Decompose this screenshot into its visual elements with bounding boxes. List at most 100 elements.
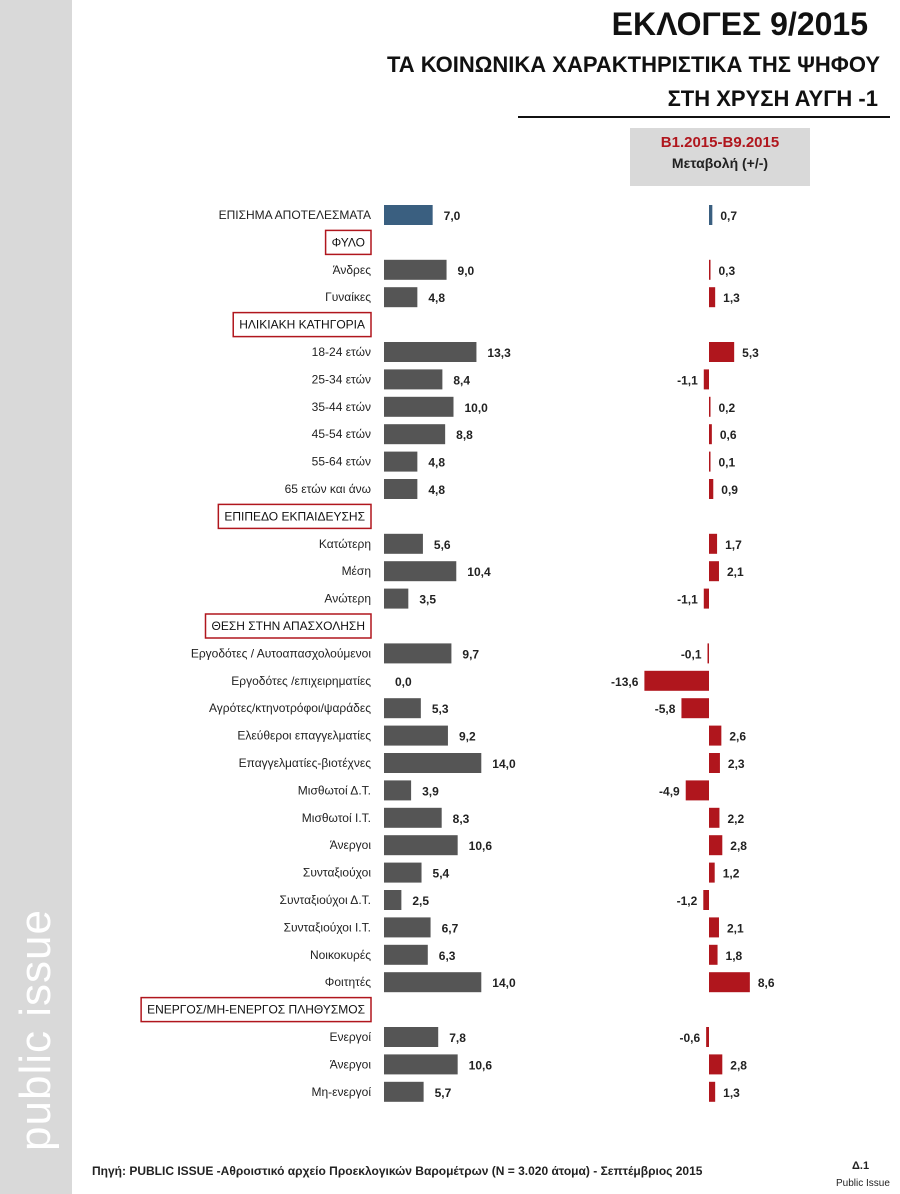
change-bar (709, 862, 715, 883)
change-value-label: 1,2 (723, 867, 740, 881)
section-header-label: ΕΝΕΡΓΟΣ/ΜΗ-ΕΝΕΡΓΟΣ ΠΛΗΘΥΣΜΟΣ (147, 1003, 365, 1017)
page-subtitle-party: ΣΤΗ ΧΡΥΣΗ ΑΥΓΗ -1 (667, 86, 878, 111)
category-label: 18-24 ετών (312, 345, 371, 359)
section-header-box (140, 996, 372, 1023)
page-title: ΕΚΛΟΓΕΣ 9/2015 (611, 6, 868, 42)
category-label: Μισθωτοί Δ.Τ. (298, 783, 371, 797)
source-note: Πηγή: PUBLIC ISSUE -Αθροιστικό αρχείο Πρ… (92, 1164, 703, 1178)
share-bar (384, 862, 422, 883)
share-bar (384, 205, 433, 225)
change-value-label: 0,3 (719, 264, 736, 278)
change-value-label: 0,9 (721, 483, 738, 497)
share-bar (384, 972, 482, 993)
section-header-label: ΦΥΛΟ (332, 235, 365, 249)
change-period-label: Β1.2015-Β9.2015 (660, 134, 780, 151)
category-label: Επαγγελματίες-βιοτέχνες (239, 756, 372, 770)
share-value-label: 10,6 (469, 839, 493, 853)
share-bar (384, 1054, 458, 1075)
category-label: Άνεργοι (330, 838, 372, 852)
change-value-label: 2,1 (727, 565, 744, 579)
change-bar (709, 972, 750, 993)
change-value-label: -0,1 (681, 647, 702, 661)
change-value-label: 2,2 (727, 812, 744, 826)
share-value-label: 10,4 (467, 565, 491, 579)
share-value-label: 5,3 (432, 702, 449, 716)
category-label: Ενεργοί (329, 1030, 371, 1044)
change-value-label: 0,2 (719, 401, 736, 415)
section-header-box (217, 503, 372, 530)
change-bar (709, 725, 722, 746)
change-bar (709, 205, 713, 225)
share-value-label: 5,4 (433, 867, 450, 881)
change-value-label: 0,7 (720, 209, 737, 223)
share-bar (384, 1027, 439, 1047)
category-label: Εργοδότες / Αυτοαπασχολούμενοι (191, 646, 372, 660)
share-bar (384, 698, 421, 719)
change-bar (709, 561, 719, 582)
share-bar (384, 643, 452, 664)
share-value-label: 6,3 (439, 949, 456, 963)
change-bar (703, 588, 709, 609)
category-label: Νοικοκυρές (310, 948, 371, 962)
share-bar (384, 259, 447, 280)
share-value-label: 4,8 (428, 483, 445, 497)
change-value-label: -4,9 (659, 784, 680, 798)
change-value-label: 0,6 (720, 428, 737, 442)
section-header-box (204, 613, 372, 639)
category-label: Κατώτερη (319, 537, 371, 551)
change-value-label: 1,3 (723, 1086, 740, 1100)
share-bar (384, 917, 431, 938)
category-label: Φοιτητές (325, 975, 371, 989)
share-value-label: 13,3 (487, 346, 511, 360)
category-label: Συνταξιούχοι Δ.Τ. (280, 893, 371, 907)
change-bar (703, 890, 709, 910)
change-bar (706, 1027, 709, 1047)
change-bar (685, 780, 709, 801)
change-bar (709, 259, 711, 280)
category-label: Μισθωτοί Ι.Τ. (302, 811, 371, 825)
category-label: Ελεύθεροι επαγγελματίες (237, 729, 371, 743)
share-bar (384, 725, 448, 746)
change-value-label: 1,8 (726, 949, 743, 963)
share-value-label: 3,9 (422, 784, 439, 798)
category-label: ΕΠΙΣΗΜΑ ΑΠΟΤΕΛΕΣΜΑΤΑ (219, 208, 371, 222)
share-value-label: 6,7 (442, 921, 459, 935)
change-bar (709, 533, 718, 554)
change-value-label: 2,6 (729, 730, 746, 744)
share-bar (384, 588, 409, 609)
share-bar (384, 1081, 424, 1102)
category-label: Μέση (342, 564, 371, 578)
section-header-box (232, 311, 372, 338)
change-value-label: 8,6 (758, 976, 775, 990)
change-bar (709, 1054, 723, 1075)
category-label: Γυναίκες (325, 290, 371, 304)
share-bar (384, 753, 482, 773)
change-column-header: Β1.2015-Β9.2015 Μεταβολή (+/-) (630, 128, 810, 186)
change-value-label: 2,3 (728, 757, 745, 771)
share-bar (384, 424, 446, 445)
share-value-label: 5,6 (434, 538, 451, 552)
share-bar (384, 369, 443, 390)
change-bar (709, 1081, 716, 1102)
change-bar (709, 451, 711, 472)
share-bar (384, 287, 418, 308)
share-value-label: 9,2 (459, 730, 476, 744)
change-value-label: 0,1 (719, 456, 736, 470)
change-value-label: -1,1 (677, 593, 698, 607)
change-value-label: -5,8 (655, 702, 676, 716)
share-value-label: 8,8 (456, 428, 473, 442)
change-value-label: 2,1 (727, 921, 744, 935)
change-unit-label: Μεταβολή (+/-) (671, 155, 769, 171)
share-value-label: 10,6 (469, 1058, 493, 1072)
change-value-label: -1,1 (677, 373, 698, 387)
share-bar (384, 342, 477, 362)
share-value-label: 14,0 (492, 757, 516, 771)
category-label: Εργοδότες /επιχειρηματίες (231, 674, 371, 688)
share-bar (384, 396, 454, 417)
page-subtitle: ΤΑ ΚΟΙΝΩΝΙΚΑ ΧΑΡΑΚΤΗΡΙΣΤΙΚΑ ΤΗΣ ΨΗΦΟΥ (386, 52, 880, 77)
change-bar (644, 670, 709, 691)
category-label: 25-34 ετών (312, 372, 371, 386)
share-value-label: 4,8 (428, 291, 445, 305)
share-value-label: 3,5 (419, 593, 436, 607)
